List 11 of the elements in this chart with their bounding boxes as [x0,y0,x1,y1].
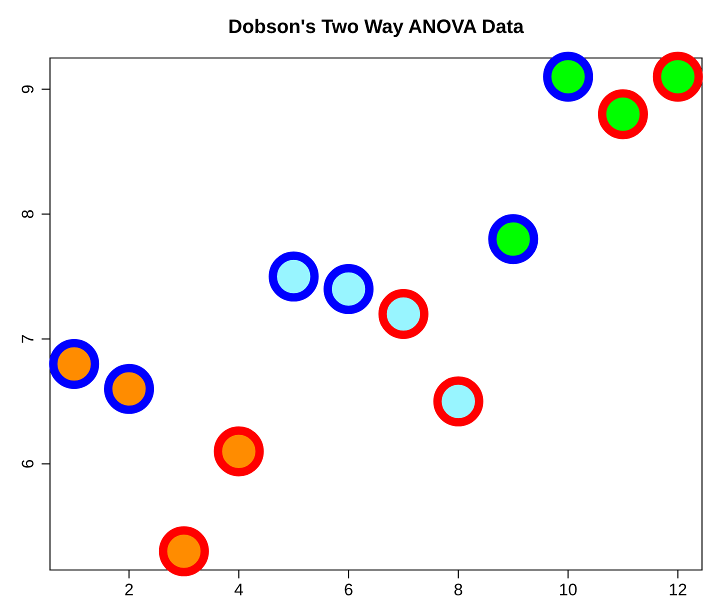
x-tick-label: 12 [670,584,686,596]
x-tick-label: 4 [234,584,243,596]
y-tick-label: 8 [22,210,34,218]
x-tick-label: 2 [125,584,133,596]
y-tick-label: 6 [22,460,34,468]
x-tick-label: 6 [344,584,352,596]
y-tick-label: 9 [22,85,34,94]
y-tick-label: 7 [22,335,34,343]
x-tick-label: 10 [560,584,577,596]
x-tick-label: 8 [454,584,462,596]
chart-title: Dobson's Two Way ANOVA Data [230,18,524,38]
